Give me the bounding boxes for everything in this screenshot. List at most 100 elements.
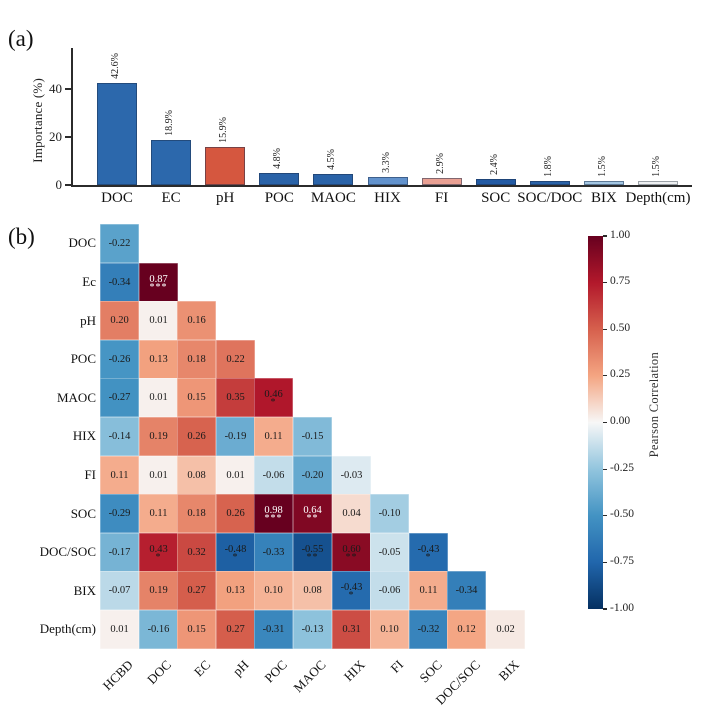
heatmap-cell: -0.31 (254, 610, 293, 649)
colorbar-tick-mark (603, 515, 607, 517)
cell-value: 0.01 (226, 470, 245, 481)
colorbar-tick-mark (603, 421, 607, 424)
heatmap-cell: -0.48 * (216, 533, 255, 572)
heatmap-cell: 0.64 ** (293, 494, 332, 533)
cell-value: 0.26 (226, 508, 245, 519)
bar-SOC (475, 179, 516, 185)
cell-value: 0.01 (149, 315, 168, 326)
cell-value: -0.16 (147, 624, 170, 635)
cell-value: -0.17 (108, 547, 131, 558)
heatmap-cell: 0.15 (177, 378, 216, 417)
x-axis-line (71, 185, 692, 187)
panel-b-label: (b) (8, 224, 35, 249)
cell-value: 0.12 (457, 624, 476, 635)
heatmap-cell: 0.20 (100, 301, 139, 340)
cell-value: 0.11 (419, 585, 438, 596)
cell-value: 0.64 (303, 505, 322, 516)
heatmap-cell: 0.27 (216, 610, 255, 649)
heatmap-cell: -0.19 (216, 417, 255, 456)
cell-value: 0.26 (187, 431, 206, 442)
heatmap-cell: 0.08 (293, 571, 332, 610)
cell-value: 0.08 (187, 470, 206, 481)
cell-value: 0.15 (187, 392, 206, 403)
heatmap-cell: 0.26 (177, 417, 216, 456)
colorbar-tick-mark (603, 235, 607, 237)
cell-value: 0.43 (149, 544, 168, 555)
heatmap-cell: 0.08 (177, 456, 216, 495)
colorbar-tick-label: 0.75 (610, 275, 631, 288)
cell-value: -0.43 (417, 544, 440, 555)
heatmap-cell: 0.13 (139, 340, 178, 379)
heatmap-row-label: HIX (72, 428, 96, 444)
heatmap-cell: 0.26 (216, 494, 255, 533)
cell-value: 0.11 (149, 508, 168, 519)
colorbar-tick-mark (603, 328, 607, 330)
bar-DOC (97, 83, 137, 185)
cell-value: -0.20 (301, 470, 324, 481)
heatmap-cell: 0.22 (216, 340, 255, 379)
cell-value: 0.22 (226, 354, 245, 365)
x-category-label: MAOC (310, 190, 356, 206)
cell-value: -0.27 (108, 392, 131, 403)
y-tick-label: 0 (55, 177, 63, 192)
cell-value: -0.43 (340, 582, 363, 593)
y-tick-mark (65, 184, 71, 186)
cell-value: 0.27 (187, 585, 206, 596)
heatmap-cell: 0.19 (139, 571, 178, 610)
x-category-label: Depth(cm) (625, 190, 691, 206)
heatmap-cell: 0.13 (216, 571, 255, 610)
heatmap-cell: -0.43 * (409, 533, 448, 572)
cell-value: 0.13 (149, 354, 168, 365)
cell-value: 0.15 (187, 624, 206, 635)
y-axis-line (71, 48, 73, 185)
cell-value: 0.98 (264, 505, 283, 516)
colorbar-tick-label: -0.50 (610, 508, 634, 521)
heatmap-cell: -0.32 (409, 610, 448, 649)
cell-value: -0.29 (108, 508, 131, 519)
cell-value: 0.08 (303, 585, 322, 596)
significance-stars: * (155, 552, 162, 563)
cell-value: -0.48 (224, 544, 247, 555)
cell-value: 0.11 (264, 431, 283, 442)
cell-value: 0.32 (187, 547, 206, 558)
heatmap-cell: -0.03 (332, 456, 371, 495)
heatmap-row-label: DOC (68, 235, 96, 251)
cell-value: -0.05 (378, 547, 401, 558)
heatmap-cell: -0.06 (254, 456, 293, 495)
heatmap-cell: -0.16 (139, 610, 178, 649)
x-category-label: POC (264, 190, 294, 206)
cell-value: -0.19 (224, 431, 247, 442)
x-category-label: SOC/DOC (517, 190, 583, 206)
colorbar-tick-mark (603, 468, 607, 470)
cell-value: 0.10 (264, 585, 283, 596)
cell-value: -0.22 (108, 238, 131, 249)
colorbar-tick-mark (603, 561, 607, 563)
bar-HIX (367, 177, 408, 185)
x-category-label: pH (216, 190, 235, 206)
cell-value: 0.60 (342, 544, 361, 555)
heatmap-cell: 0.43 * (139, 533, 178, 572)
heatmap-cell: 0.04 (332, 494, 371, 533)
x-category-label: EC (161, 190, 181, 206)
heatmap-row-label: SOC (70, 505, 96, 521)
heatmap-row-label: Depth(cm) (39, 621, 96, 637)
heatmap-cell: -0.34 (100, 263, 139, 302)
significance-stars: ** (345, 552, 358, 563)
heatmap-cell: 0.01 (139, 378, 178, 417)
heatmap-row-label: BIX (73, 582, 96, 598)
significance-stars: * (425, 552, 432, 563)
heatmap-cell: 0.31 (332, 610, 371, 649)
colorbar-tick-label: 1.00 (610, 228, 631, 241)
significance-stars: ** (306, 513, 319, 524)
heatmap-cell: -0.10 (370, 494, 409, 533)
colorbar-tick-label: 0.00 (610, 415, 631, 427)
heatmap-cell: -0.29 (100, 494, 139, 533)
y-tick-mark (65, 88, 71, 90)
significance-stars: * (232, 552, 239, 563)
heatmap-cell: 0.87 *** (139, 263, 178, 302)
cell-value: 0.04 (342, 508, 361, 519)
cell-value: 0.31 (342, 624, 361, 635)
cell-value: -0.34 (108, 277, 131, 288)
heatmap-cell: -0.07 (100, 571, 139, 610)
